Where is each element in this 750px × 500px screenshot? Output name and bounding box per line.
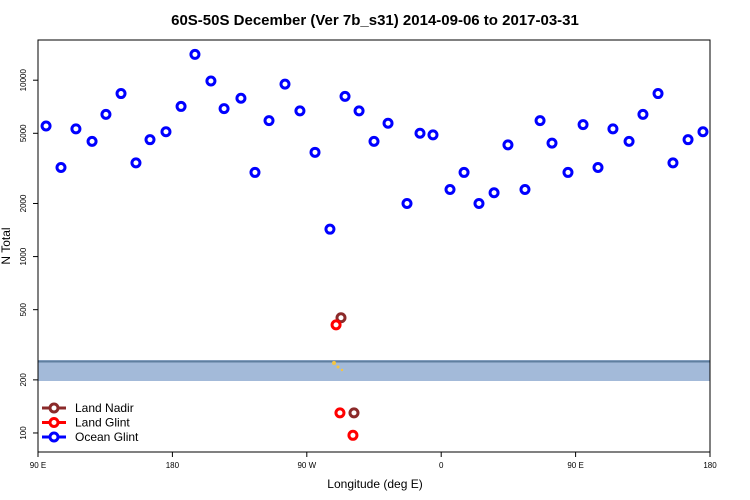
chart-title: 60S-50S December (Ver 7b_s31) 2014-09-06…	[171, 12, 579, 29]
point	[667, 157, 679, 169]
point	[697, 126, 709, 138]
point	[368, 135, 380, 147]
point	[324, 223, 336, 235]
speck	[332, 361, 336, 365]
point	[334, 407, 346, 419]
y-tick-label: 2000	[19, 194, 28, 212]
x-tick-label: 90 E	[30, 461, 46, 470]
y-tick-label: 100	[19, 426, 28, 440]
point	[414, 127, 426, 139]
point	[401, 197, 413, 209]
x-tick-label: 90 W	[297, 461, 316, 470]
speck	[340, 368, 344, 372]
legend-marker	[48, 417, 60, 428]
legend-label: Land Glint	[75, 416, 130, 430]
point	[382, 117, 394, 129]
point	[160, 126, 172, 138]
point	[130, 157, 142, 169]
legend-label: Ocean Glint	[75, 430, 139, 444]
speck	[336, 365, 340, 369]
point	[330, 319, 342, 331]
point	[348, 407, 360, 419]
y-tick-label: 10000	[19, 69, 28, 92]
point	[458, 166, 470, 178]
point	[218, 103, 230, 115]
point	[294, 105, 306, 117]
point	[339, 90, 351, 102]
point	[115, 88, 127, 100]
y-axis-label: N Total	[0, 227, 13, 264]
point	[577, 119, 589, 131]
point	[637, 108, 649, 120]
point	[592, 161, 604, 173]
x-tick-label: 0	[439, 461, 444, 470]
point	[488, 187, 500, 199]
x-tick-label: 180	[166, 461, 180, 470]
point	[249, 166, 261, 178]
x-tick-label: 90 E	[567, 461, 583, 470]
point	[189, 48, 201, 60]
legend-marker	[48, 431, 60, 443]
point	[347, 429, 359, 441]
point	[55, 161, 67, 173]
x-axis-label: Longitude (deg E)	[327, 477, 422, 491]
point	[263, 115, 275, 127]
y-tick-label: 200	[19, 373, 28, 387]
point	[100, 108, 112, 120]
legend-marker	[48, 402, 60, 414]
point	[353, 105, 365, 117]
point	[427, 129, 439, 141]
point	[652, 88, 664, 100]
point	[534, 115, 546, 127]
point	[144, 134, 156, 146]
point	[607, 123, 619, 135]
point	[473, 197, 485, 209]
point	[309, 146, 321, 158]
point	[682, 134, 694, 146]
point	[444, 184, 456, 196]
plot-frame	[37, 39, 711, 453]
point	[546, 137, 558, 149]
point	[86, 135, 98, 147]
point	[235, 92, 247, 104]
point	[623, 135, 635, 147]
point	[519, 184, 531, 196]
point	[70, 123, 82, 135]
point	[502, 139, 514, 151]
x-tick-label: 180	[703, 461, 717, 470]
point	[279, 78, 291, 90]
y-tick-label: 5000	[19, 124, 28, 142]
legend-label: Land Nadir	[75, 401, 134, 415]
y-tick-label: 500	[19, 302, 28, 316]
point	[175, 100, 187, 112]
point	[562, 166, 574, 178]
band	[38, 360, 710, 381]
y-tick-label: 1000	[19, 247, 28, 265]
point	[205, 75, 217, 87]
point	[40, 120, 52, 132]
point	[335, 312, 347, 324]
